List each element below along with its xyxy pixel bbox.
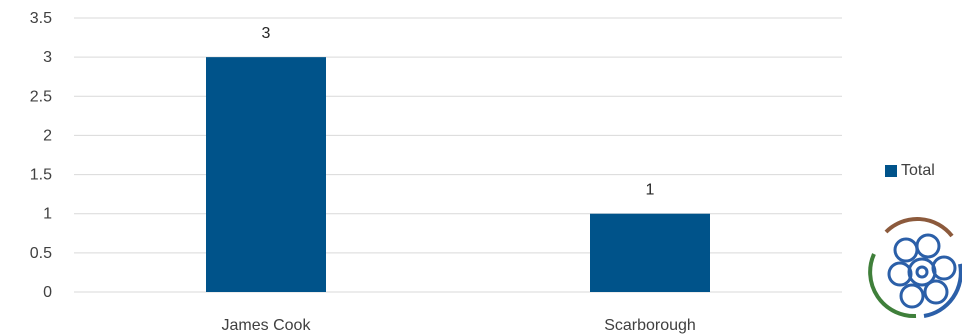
y-axis: 0 0.5 1 1.5 2 2.5 3 3.5: [30, 10, 52, 301]
bar-scarborough: [590, 213, 710, 292]
bars: [206, 57, 710, 293]
y-tick-label: 0: [43, 284, 52, 301]
x-category-label: James Cook: [222, 317, 312, 334]
legend-swatch-total: [885, 165, 897, 177]
bar-james-cook: [206, 57, 326, 293]
legend: Total: [885, 162, 935, 180]
x-category-label: Scarborough: [604, 317, 696, 334]
y-tick-label: 1.5: [30, 167, 52, 184]
tudor-rose-icon: [868, 217, 962, 319]
y-tick-label: 2: [43, 127, 52, 144]
gridlines: [74, 17, 842, 293]
y-tick-label: 3: [43, 49, 52, 66]
x-axis: James Cook Scarborough: [222, 317, 696, 334]
data-label: 3: [262, 25, 271, 42]
y-tick-label: 1: [43, 206, 52, 223]
data-labels: 31: [262, 25, 655, 199]
y-tick-label: 0.5: [30, 245, 52, 262]
y-tick-label: 2.5: [30, 88, 52, 105]
y-tick-label: 3.5: [30, 10, 52, 27]
data-label: 1: [646, 182, 655, 199]
legend-label-total: Total: [901, 162, 935, 179]
